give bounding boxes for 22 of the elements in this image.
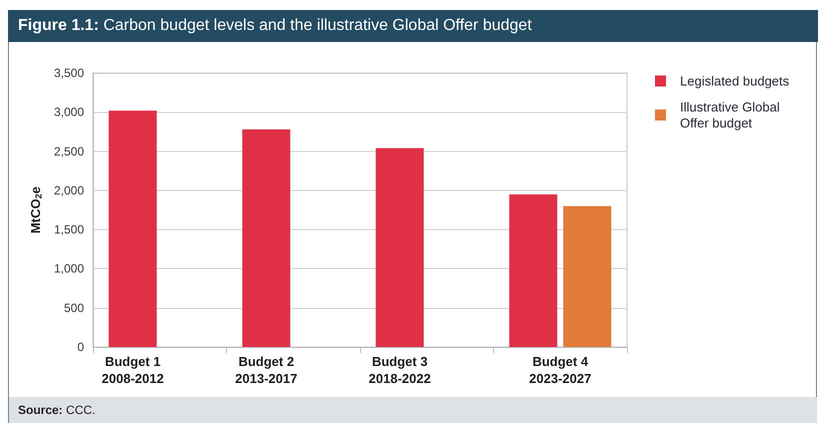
y-tick-label: 2,500 [54,144,84,158]
y-tick-label: 500 [64,300,84,315]
bar [509,194,558,347]
legend-label: Legislated budgets [680,74,790,88]
y-tick-label: 2,000 [54,183,84,198]
y-tick-label: 3,000 [54,105,84,120]
y-axis-title: MtCO2e [28,186,44,234]
bar [242,129,290,347]
bar [108,110,157,347]
bar [563,206,612,347]
legend-label: Illustrative Global Offer budget [680,100,784,130]
y-tick-label: 3,500 [54,66,84,80]
y-tick-label: 0 [77,340,84,354]
y-tick-label: 1,500 [54,222,84,237]
x-tick-label: Budget 2 2013-2017 [235,354,298,386]
y-tick-label: 1,000 [54,262,84,276]
source-note: Source: CCC. [18,402,96,419]
x-tick-label: Budget 3 2018-2022 [368,354,431,386]
x-tick-label: Budget 4 2023-2027 [529,354,592,386]
bar [376,148,424,347]
x-tick-label: Budget 1 2008-2012 [102,354,164,386]
chart-title: Figure 1.1: Carbon budget levels and the illustrative Global Offer budget [8,10,818,42]
